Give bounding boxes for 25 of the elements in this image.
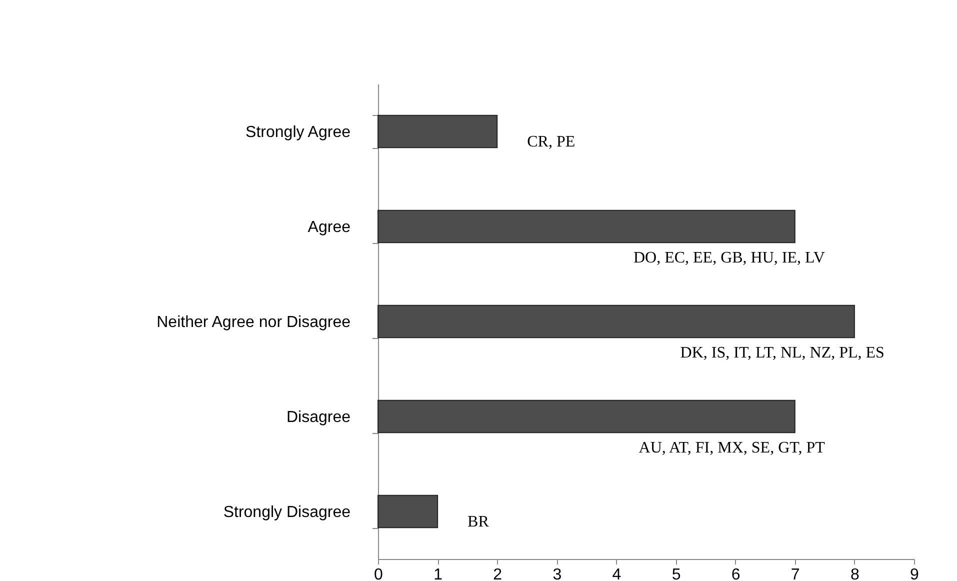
x-tick-label: 9 [910,566,920,581]
x-tick-label: 1 [434,566,443,581]
x-tick-label: 0 [374,566,384,581]
x-tick-label: 3 [552,566,562,581]
y-tick-label: Strongly Disagree [223,504,351,521]
bar [378,304,855,338]
y-tick-label: Neither Agree nor Disagree [156,314,351,331]
bar [378,400,796,434]
annotation: DK, IS, IT, LT, NL, NZ, PL, ES [680,344,884,362]
annotation: DO, EC, EE, GB, HU, IE, LV [633,250,826,266]
x-tick-label: 2 [493,566,502,581]
annotation: AU, AT, FI, MX, SE, GT, PT [638,440,826,456]
x-tick-label: 7 [790,566,800,581]
y-tick-label: Disagree [286,409,351,426]
x-tick-label: 8 [850,566,860,581]
y-tick-label: Agree [308,219,351,236]
annotation: BR [468,514,490,530]
bar [378,210,796,244]
y-tick-label: Strongly Agree [246,124,351,141]
bar [378,114,498,148]
x-tick-label: 6 [731,566,740,581]
x-tick-label: 4 [612,566,622,581]
annotation: CR, PE [527,134,576,150]
bar [378,494,438,528]
x-tick-label: 5 [672,566,681,581]
